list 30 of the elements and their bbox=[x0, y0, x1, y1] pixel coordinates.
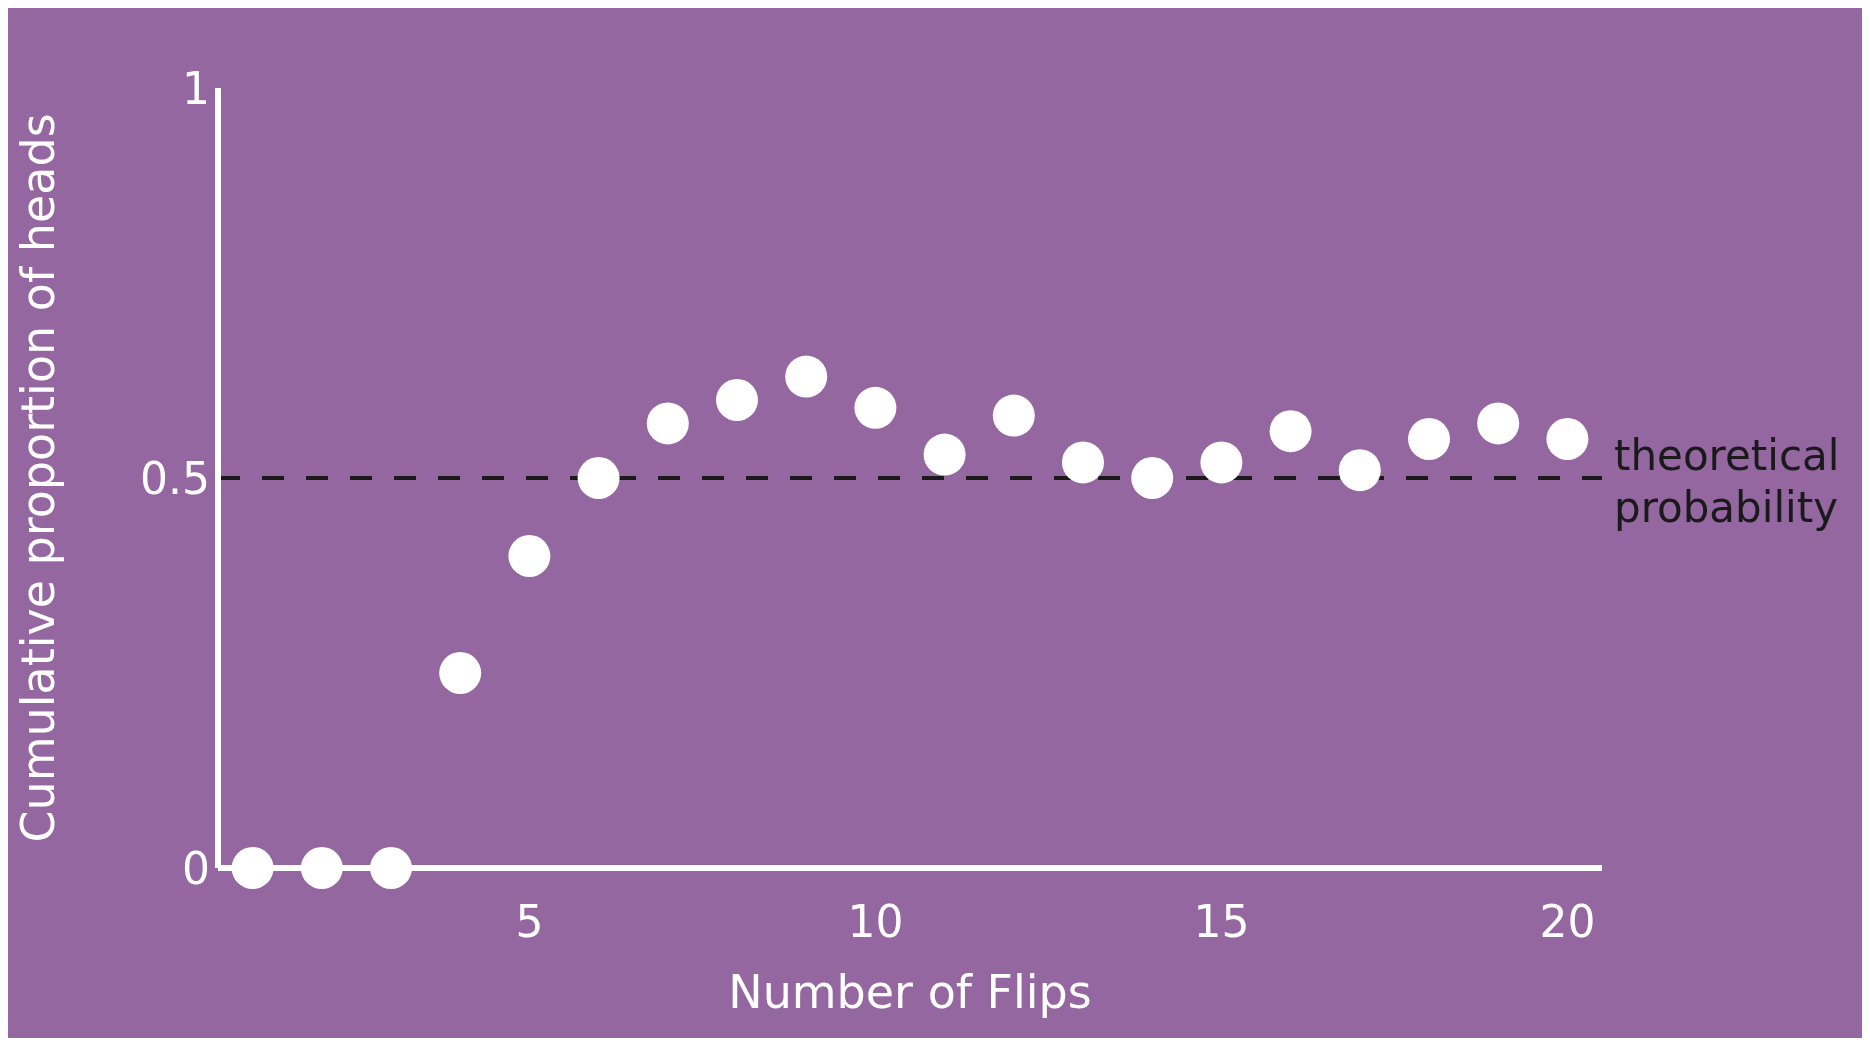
point bbox=[923, 433, 966, 476]
point bbox=[1131, 457, 1174, 499]
x-axis-title: Number of Flips bbox=[728, 965, 1092, 1019]
point bbox=[785, 355, 828, 398]
point bbox=[231, 847, 274, 889]
x-tick-label: 10 bbox=[847, 896, 904, 948]
point bbox=[370, 847, 412, 889]
point bbox=[716, 379, 758, 421]
y-tick-label: 0 bbox=[182, 842, 210, 894]
point bbox=[300, 847, 343, 889]
point bbox=[508, 535, 551, 577]
ref-line-label: theoretical probability bbox=[1614, 431, 1840, 532]
point bbox=[439, 652, 482, 694]
x-tick-label: 15 bbox=[1193, 896, 1250, 948]
y-tick-label: 1 bbox=[182, 62, 210, 114]
point bbox=[1269, 410, 1312, 453]
y-axis-title: Cumulative proportion of heads bbox=[11, 113, 66, 843]
point bbox=[992, 394, 1035, 437]
point bbox=[646, 402, 689, 445]
x-tick-label: 5 bbox=[515, 896, 544, 948]
x-tick-label: 20 bbox=[1539, 896, 1596, 948]
point bbox=[1546, 418, 1589, 460]
point bbox=[854, 386, 897, 429]
point bbox=[1062, 441, 1104, 484]
point bbox=[1338, 449, 1381, 492]
point bbox=[577, 457, 620, 499]
point bbox=[1477, 402, 1520, 445]
point bbox=[1200, 441, 1243, 484]
y-tick-label: 0.5 bbox=[140, 452, 210, 504]
point bbox=[1408, 418, 1450, 460]
